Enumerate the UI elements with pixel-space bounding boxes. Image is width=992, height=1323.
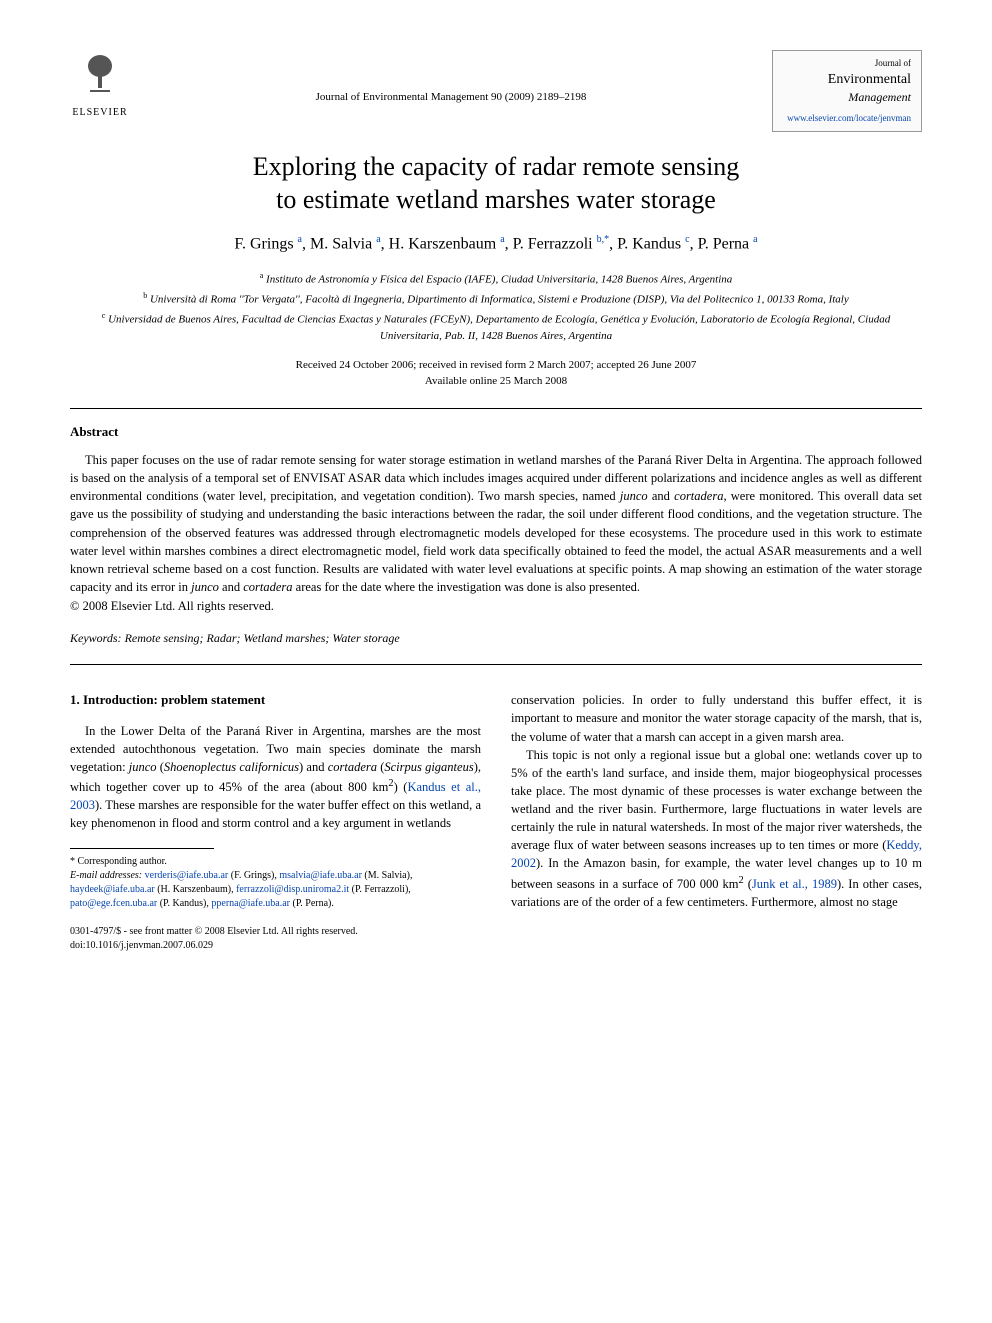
- elsevier-tree-icon: [70, 50, 130, 104]
- publisher-logo: ELSEVIER: [70, 50, 130, 120]
- email-link[interactable]: pperna@iafe.uba.ar: [211, 898, 290, 909]
- header-row: ELSEVIER Journal of Environmental Manage…: [70, 50, 922, 132]
- email-addresses: E-mail addresses: verderis@iafe.uba.ar (…: [70, 869, 481, 911]
- keywords-label: Keywords:: [70, 631, 122, 645]
- citation: Journal of Environmental Management 90 (…: [130, 50, 772, 105]
- body-columns: 1. Introduction: problem statement In th…: [70, 691, 922, 953]
- right-column: conservation policies. In order to fully…: [511, 691, 922, 953]
- footer-block: 0301-4797/$ - see front matter © 2008 El…: [70, 925, 481, 953]
- journal-url-link[interactable]: www.elsevier.com/locate/jenvman: [783, 112, 911, 125]
- article-dates: Received 24 October 2006; received in re…: [70, 357, 922, 390]
- title-line-2: to estimate wetland marshes water storag…: [276, 185, 716, 214]
- body-paragraph: conservation policies. In order to fully…: [511, 691, 922, 745]
- section-heading: 1. Introduction: problem statement: [70, 691, 481, 709]
- title-line-1: Exploring the capacity of radar remote s…: [253, 152, 740, 181]
- front-matter-line: 0301-4797/$ - see front matter © 2008 El…: [70, 925, 481, 939]
- doi-line: doi:10.1016/j.jenvman.2007.06.029: [70, 939, 481, 953]
- dates-online: Available online 25 March 2008: [425, 375, 567, 387]
- publisher-name: ELSEVIER: [70, 106, 130, 120]
- corresponding-author-note: * Corresponding author.: [70, 855, 481, 869]
- left-column: 1. Introduction: problem statement In th…: [70, 691, 481, 953]
- journal-box: Journal of Environmental Management www.…: [772, 50, 922, 132]
- email-link[interactable]: pato@ege.fcen.uba.ar: [70, 898, 157, 909]
- abstract-copyright: © 2008 Elsevier Ltd. All rights reserved…: [70, 598, 922, 616]
- affiliation: a Instituto de Astronomía y Física del E…: [70, 270, 922, 288]
- email-link[interactable]: verderis@iafe.uba.ar: [145, 870, 229, 881]
- journal-kicker: Journal of: [783, 57, 911, 70]
- journal-name-main: Environmental: [783, 70, 911, 90]
- affiliations-block: a Instituto de Astronomía y Física del E…: [70, 270, 922, 345]
- email-link[interactable]: ferrazzoli@disp.uniroma2.it: [236, 884, 349, 895]
- affiliation: c Universidad de Buenos Aires, Facultad …: [70, 310, 922, 345]
- body-paragraph: In the Lower Delta of the Paraná River i…: [70, 722, 481, 833]
- keywords-list: Remote sensing; Radar; Wetland marshes; …: [125, 631, 400, 645]
- email-link[interactable]: haydeek@iafe.uba.ar: [70, 884, 155, 895]
- footnote-divider: [70, 848, 214, 849]
- authors-line: F. Grings a, M. Salvia a, H. Karszenbaum…: [70, 233, 922, 256]
- abstract-heading: Abstract: [70, 423, 922, 441]
- divider: [70, 664, 922, 665]
- emails-label: E-mail addresses:: [70, 870, 142, 881]
- divider: [70, 408, 922, 409]
- email-link[interactable]: msalvia@iafe.uba.ar: [279, 870, 362, 881]
- dates-received: Received 24 October 2006; received in re…: [296, 359, 697, 371]
- article-title: Exploring the capacity of radar remote s…: [70, 150, 922, 218]
- body-paragraph: This topic is not only a regional issue …: [511, 746, 922, 911]
- journal-name-sub: Management: [783, 89, 911, 106]
- abstract-body: This paper focuses on the use of radar r…: [70, 451, 922, 596]
- keywords-line: Keywords: Remote sensing; Radar; Wetland…: [70, 630, 922, 647]
- affiliation: b Università di Roma ''Tor Vergata'', Fa…: [70, 290, 922, 308]
